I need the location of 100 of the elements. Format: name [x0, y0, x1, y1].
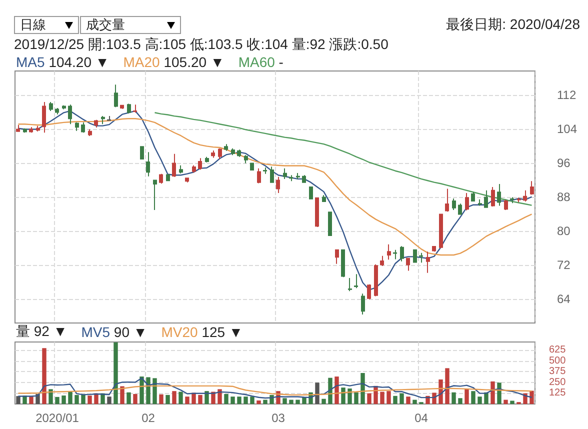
bar [172, 391, 176, 404]
candlestick [497, 184, 501, 206]
bar [224, 394, 228, 404]
text: MV20 [161, 324, 198, 340]
candlestick [68, 104, 72, 125]
candlestick [159, 173, 163, 184]
y-tick-label: 375 [549, 366, 566, 378]
x-tick-label: 03 [272, 411, 286, 425]
candlestick [445, 188, 449, 212]
candlestick [42, 102, 46, 134]
candlestick [192, 164, 196, 174]
candlestick [419, 252, 423, 264]
text: 104.20 ▼ [48, 54, 110, 70]
bar [315, 382, 320, 404]
text: 成交量 [86, 16, 125, 34]
candlestick [23, 128, 27, 134]
line-series [18, 378, 532, 399]
chart-subtitle: 2019/12/25 開:103.5 高:105 低:103.5 收:104 量:92 漲跌:0.50 [13, 36, 390, 53]
bar [55, 396, 60, 404]
bar [16, 396, 20, 404]
bar [198, 394, 202, 404]
y-tick-label: 64 [557, 292, 571, 306]
bar [29, 396, 34, 404]
line-series [18, 110, 532, 290]
bar [74, 394, 79, 404]
candlestick [140, 146, 144, 160]
candlestick [29, 126, 33, 134]
bar [386, 391, 391, 404]
y-tick-label: 500 [549, 355, 566, 366]
bar [185, 396, 190, 404]
candlestick [413, 249, 417, 263]
candlestick [153, 180, 157, 210]
candlestick [530, 180, 534, 196]
candlestick [296, 172, 300, 180]
x-tick-label: 2020/01 [36, 411, 80, 425]
bar [62, 396, 66, 404]
bar [263, 400, 268, 404]
candlestick [439, 214, 443, 249]
bar [256, 400, 261, 404]
candlestick [218, 148, 222, 160]
bar [68, 392, 72, 404]
candlestick [510, 196, 514, 204]
bar [510, 400, 514, 404]
candlestick [198, 158, 202, 170]
candlestick [205, 156, 209, 163]
candlestick [276, 176, 280, 194]
candlestick [504, 199, 508, 210]
candlestick [361, 293, 365, 315]
bar [393, 396, 398, 404]
candlestick [185, 178, 189, 183]
y-tick-label: 72 [557, 258, 571, 272]
series-label: 量 [16, 323, 30, 339]
text: 日線 [20, 16, 46, 34]
y-tick-label: 112 [557, 88, 576, 102]
text: MA20 [123, 54, 160, 70]
text: MV5 [81, 324, 110, 340]
bar [490, 381, 495, 404]
candlestick [315, 198, 319, 228]
bar [42, 348, 46, 404]
candlestick [322, 194, 326, 202]
line-series [154, 112, 532, 206]
candlestick [517, 197, 521, 203]
bar [230, 396, 235, 404]
line-series [18, 385, 532, 396]
candlestick [257, 168, 261, 184]
bar [126, 392, 131, 404]
y-tick-label: 625 [549, 344, 566, 356]
bar [471, 391, 476, 404]
bar [296, 400, 300, 404]
candlestick [75, 122, 79, 132]
candlestick [393, 249, 397, 260]
bar [282, 398, 287, 404]
bar [354, 392, 358, 404]
bar [192, 392, 196, 404]
candlestick [179, 164, 183, 174]
bar [48, 389, 53, 404]
bar [114, 342, 118, 404]
candlestick [478, 198, 482, 206]
bar [412, 400, 417, 404]
candlestick [283, 168, 287, 180]
candlestick [270, 166, 274, 183]
candlestick [432, 246, 436, 252]
text: 105.20 ▼ [164, 54, 224, 70]
bar [166, 394, 170, 404]
bar [159, 394, 164, 404]
candlestick [120, 104, 124, 110]
chart-title: 最後日期: 2020/04/28 [446, 16, 580, 34]
candlestick [127, 103, 131, 114]
bar [88, 396, 92, 404]
bar [445, 368, 450, 404]
candlestick [36, 125, 40, 132]
text: 125 ▼ [202, 324, 243, 340]
bar [289, 400, 294, 404]
bar [367, 393, 372, 404]
candlestick [452, 198, 456, 210]
candlestick [367, 284, 371, 300]
bar [302, 398, 306, 404]
candlestick [380, 255, 384, 267]
candlestick [88, 128, 92, 137]
bar [250, 396, 254, 404]
